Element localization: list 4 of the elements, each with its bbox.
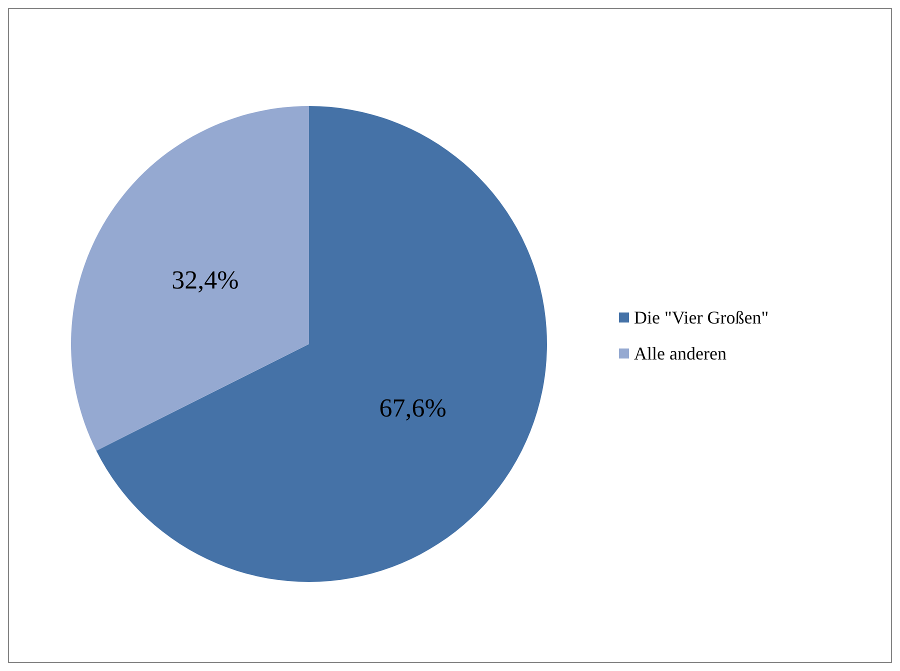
data-label: 32,4%	[172, 265, 239, 294]
legend-label: Die "Vier Großen"	[634, 308, 769, 328]
data-label: 67,6%	[379, 394, 446, 423]
legend-label: Alle anderen	[634, 344, 726, 364]
